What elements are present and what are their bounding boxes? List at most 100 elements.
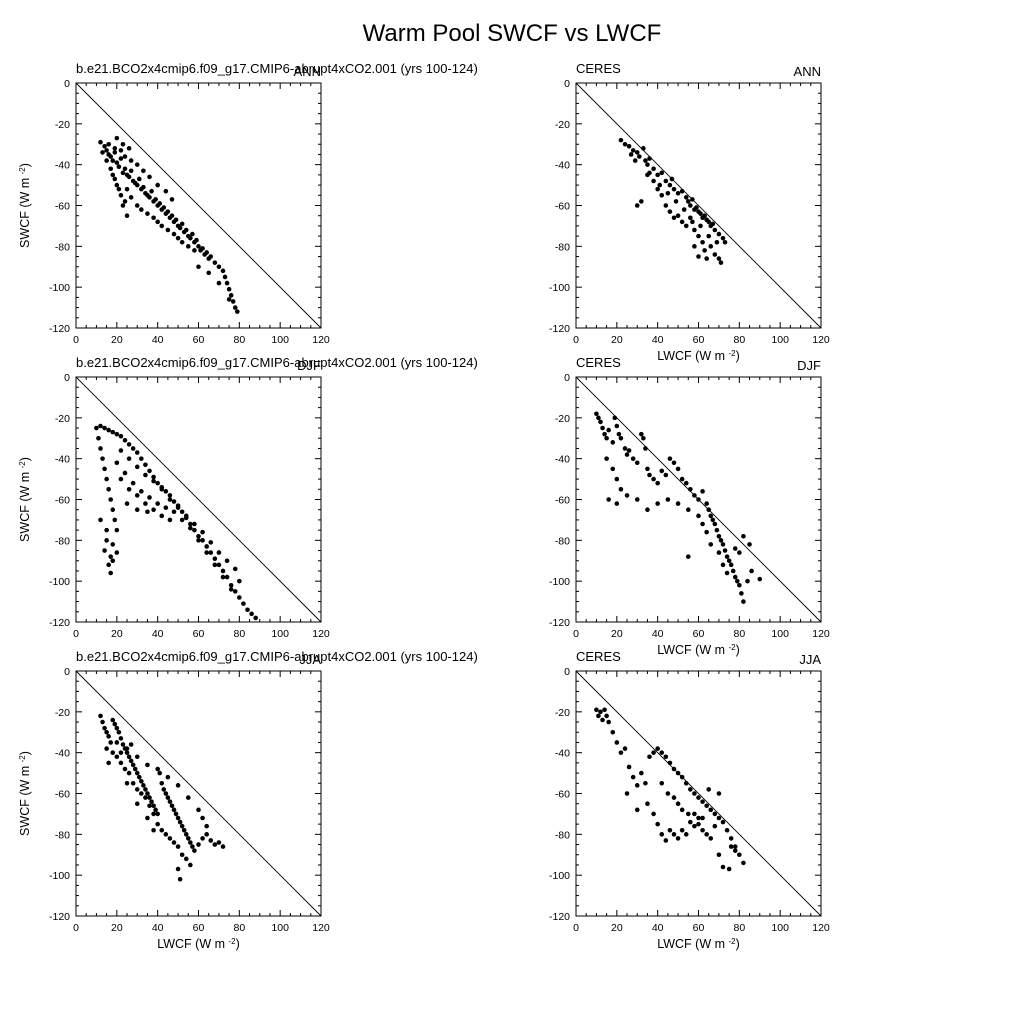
data-point	[712, 227, 718, 233]
data-point	[200, 815, 205, 821]
data-point	[675, 801, 681, 807]
data-point	[120, 203, 126, 208]
data-point	[145, 211, 150, 216]
data-point	[149, 799, 154, 804]
data-point	[134, 507, 140, 513]
data-point	[626, 143, 632, 149]
data-point	[704, 803, 709, 809]
data-point	[153, 197, 158, 202]
data-point	[220, 568, 226, 574]
data-point	[108, 554, 114, 559]
data-point	[196, 538, 201, 543]
data-point	[630, 456, 636, 461]
data-point	[220, 574, 226, 580]
data-point	[122, 199, 128, 204]
data-point	[110, 750, 116, 755]
data-point	[188, 525, 193, 531]
data-point	[732, 574, 738, 580]
x-tick-label: 100	[271, 334, 289, 346]
data-point	[104, 527, 109, 533]
data-point	[112, 176, 118, 182]
data-point	[249, 611, 254, 617]
data-point	[606, 719, 611, 725]
data-point	[181, 827, 187, 833]
x-tick-label: 60	[693, 334, 705, 346]
x-tick-label: 120	[812, 628, 830, 640]
data-point	[645, 801, 650, 807]
x-tick-label: 80	[733, 334, 745, 346]
data-point	[720, 235, 726, 241]
data-point	[679, 476, 685, 482]
data-point	[216, 562, 222, 568]
data-point	[685, 507, 691, 513]
data-point	[134, 464, 140, 470]
data-point	[645, 466, 650, 472]
data-point	[177, 819, 183, 825]
y-tick-label: -120	[549, 617, 570, 629]
y-tick-label: -80	[55, 829, 70, 841]
data-point	[206, 270, 212, 276]
data-point	[100, 150, 105, 155]
data-point	[124, 750, 130, 755]
data-point	[739, 591, 744, 596]
data-point	[712, 811, 718, 817]
data-point	[151, 827, 156, 833]
data-point	[716, 550, 722, 555]
x-tick-label: 20	[611, 628, 623, 640]
data-point	[179, 239, 185, 245]
data-point	[118, 476, 124, 482]
y-tick-label: -120	[49, 617, 70, 629]
data-point	[98, 713, 103, 719]
data-point	[179, 509, 185, 515]
data-point	[647, 170, 652, 176]
x-tick-label: 0	[73, 922, 79, 934]
data-point	[163, 188, 169, 194]
y-tick-label: -100	[549, 576, 570, 588]
data-point	[708, 836, 714, 841]
x-tick-label: 20	[611, 922, 623, 934]
data-point	[122, 470, 128, 476]
data-point	[118, 148, 124, 153]
y-tick-label: -40	[55, 748, 70, 760]
data-point	[628, 152, 634, 157]
data-point	[610, 466, 616, 472]
data-point	[128, 742, 134, 747]
data-point	[108, 570, 114, 576]
data-point	[118, 433, 124, 439]
data-point	[134, 162, 140, 167]
data-point	[667, 827, 673, 833]
data-point	[196, 533, 201, 539]
data-point	[212, 562, 218, 568]
data-point	[700, 239, 705, 245]
data-point	[212, 260, 218, 265]
data-point	[659, 192, 665, 198]
data-point	[216, 280, 222, 286]
data-point	[173, 811, 179, 817]
y-tick-label: 0	[64, 666, 70, 678]
data-point	[624, 493, 630, 498]
data-point	[708, 807, 714, 813]
data-point	[124, 213, 130, 219]
data-point	[598, 709, 603, 715]
y-tick-label: -40	[55, 454, 70, 466]
data-point	[208, 254, 214, 259]
data-point	[173, 217, 179, 223]
data-point	[237, 595, 242, 600]
x-tick-label: 100	[771, 922, 789, 934]
data-point	[110, 172, 116, 178]
data-point	[226, 286, 232, 292]
data-point	[171, 509, 177, 515]
data-point	[679, 807, 685, 813]
data-point	[726, 558, 732, 564]
data-point	[126, 174, 132, 180]
panel-title-left: CERES	[576, 649, 621, 664]
x-tick-label: 20	[111, 628, 123, 640]
data-point	[692, 227, 697, 233]
data-point	[124, 186, 130, 192]
data-point	[639, 770, 644, 776]
x-tick-label: 0	[573, 922, 579, 934]
data-point	[171, 807, 177, 813]
panel-title-left: b.e21.BCO2x4cmip6.f09_g17.CMIP6-abrupt4x…	[76, 61, 478, 76]
data-point	[224, 574, 230, 580]
data-point	[143, 787, 148, 792]
